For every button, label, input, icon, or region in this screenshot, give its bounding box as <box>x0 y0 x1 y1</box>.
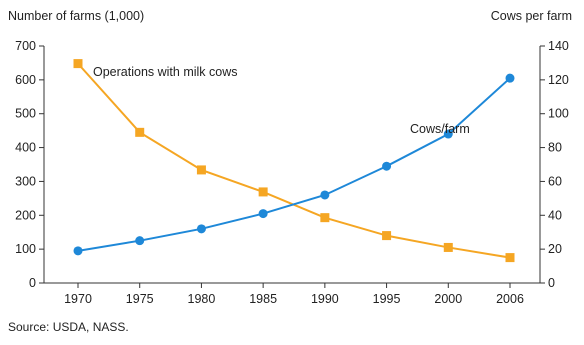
milk-operations-point <box>320 213 330 223</box>
right-tick-label: 20 <box>548 242 562 256</box>
cows-per-farm-point <box>443 129 453 139</box>
left-tick-label: 200 <box>15 208 36 222</box>
milk-operations-point <box>443 242 453 252</box>
x-tick-label: 2000 <box>434 292 462 306</box>
left-tick-label: 400 <box>15 141 36 155</box>
cows-per-farm-point <box>135 236 145 246</box>
cows-per-farm-point <box>196 224 206 234</box>
cows-per-farm-point <box>382 161 392 171</box>
left-axis-title: Number of farms (1,000) <box>8 9 145 23</box>
x-tick-label: 1985 <box>249 292 277 306</box>
source-note: Source: USDA, NASS. <box>8 320 129 334</box>
x-tick-label: 1980 <box>188 292 216 306</box>
x-tick-label: 1970 <box>64 292 92 306</box>
cows-per-farm-point <box>73 246 83 256</box>
cows-per-farm-point <box>505 73 515 83</box>
right-tick-label: 140 <box>548 39 569 53</box>
left-tick-label: 700 <box>15 39 36 53</box>
left-tick-label: 100 <box>15 242 36 256</box>
right-tick-label: 60 <box>548 174 562 188</box>
milk-operations-point <box>505 253 515 263</box>
milk-operations-point <box>258 187 268 197</box>
x-tick-label: 2006 <box>496 292 524 306</box>
milk-operations-point <box>73 59 83 69</box>
right-tick-label: 120 <box>548 73 569 87</box>
cows-per-farm-line <box>77 77 511 252</box>
milk-operations-line <box>77 62 511 259</box>
right-tick-label: 80 <box>548 141 562 155</box>
cows-per-farm-point <box>320 190 330 200</box>
milk-operations-series-label: Operations with milk cows <box>93 65 238 79</box>
x-tick-label: 1990 <box>311 292 339 306</box>
left-tick-label: 300 <box>15 174 36 188</box>
right-tick-label: 100 <box>548 107 569 121</box>
right-tick-label: 0 <box>548 276 555 290</box>
left-tick-label: 0 <box>29 276 36 290</box>
right-tick-label: 40 <box>548 208 562 222</box>
x-tick-label: 1975 <box>126 292 154 306</box>
milk-operations-point <box>382 231 392 241</box>
milk-operations-point <box>196 165 206 175</box>
left-tick-label: 600 <box>15 73 36 87</box>
cows-per-farm-series-label: Cows/farm <box>410 122 470 136</box>
milk-operations-point <box>135 127 145 137</box>
left-tick-label: 500 <box>15 107 36 121</box>
right-axis-title: Cows per farm <box>490 9 572 23</box>
x-tick-label: 1995 <box>373 292 401 306</box>
cows-per-farm-point <box>258 209 268 219</box>
